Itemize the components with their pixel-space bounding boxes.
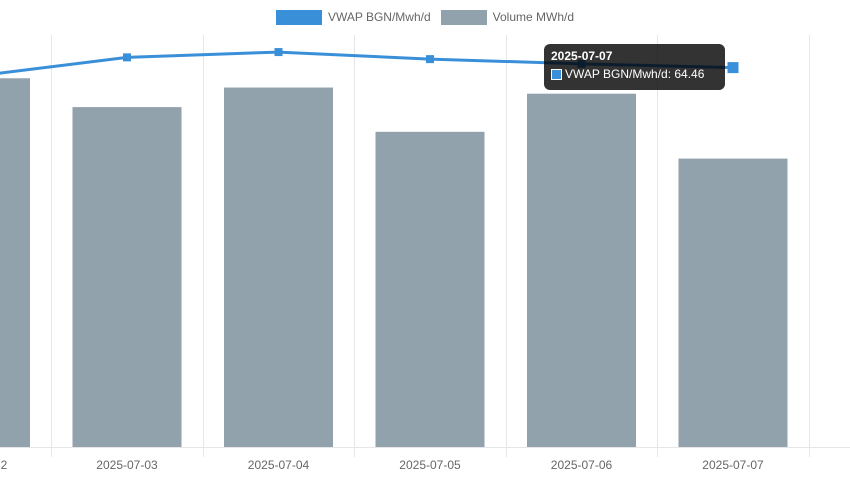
volume-bar-2025-07-02: [0, 78, 30, 447]
volume-bar-2025-07-04: [224, 87, 333, 447]
x-tick-label-2025-07-06: 2025-07-06: [551, 458, 613, 472]
x-tick-label-2025-07-05: 2025-07-05: [399, 458, 461, 472]
vwap-point-2025-07-05: [426, 55, 434, 64]
volume-bar-2025-07-07: [678, 158, 788, 447]
volume-bar-2025-07-03: [72, 107, 182, 447]
volume-bar-2025-07-06: [527, 93, 636, 448]
vwap-point-2025-07-04: [274, 48, 283, 57]
tooltip-label: VWAP BGN/Mwh/d: 64.46: [565, 67, 705, 81]
tooltip-swatch: [551, 68, 562, 80]
legend-label-vwap: VWAP BGN/Mwh/d: [327, 10, 431, 24]
vwap-point-2025-07-07: [727, 62, 739, 74]
legend-item-volume[interactable]: Volume MWh/d: [440, 9, 575, 25]
legend-swatch-volume: [440, 9, 487, 25]
legend-label-volume: Volume MWh/d: [492, 10, 575, 24]
tooltip-row: VWAP BGN/Mwh/d: 64.46: [551, 67, 718, 81]
chart-legend: VWAP BGN/Mwh/d Volume MWh/d: [0, 6, 850, 28]
legend-swatch-vwap: [275, 9, 322, 25]
x-tick-label-2025-07-03: 2025-07-03: [96, 458, 158, 472]
legend-item-vwap[interactable]: VWAP BGN/Mwh/d: [275, 9, 431, 25]
x-tick-label-2025-07-07: 2025-07-07: [702, 458, 764, 472]
x-tick-label-2025-07-02: 2: [1, 458, 8, 472]
tooltip-title: 2025-07-07: [551, 49, 613, 63]
x-tick-label-2025-07-04: 2025-07-04: [248, 458, 310, 472]
chart-tooltip: 2025-07-07 VWAP BGN/Mwh/d: 64.46: [544, 44, 725, 90]
vwap-point-2025-07-03: [123, 53, 131, 62]
volume-bar-2025-07-05: [375, 131, 485, 447]
